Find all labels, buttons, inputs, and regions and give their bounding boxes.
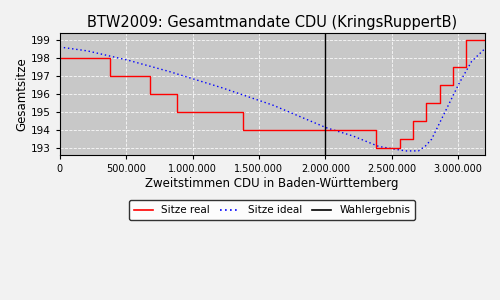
Sitze real (450, 65, 456, 69)
Sitze real (240, 128, 246, 132)
Sitze real (386, 146, 392, 150)
Sitze real (436, 101, 442, 105)
Sitze ideal (402, 149, 408, 153)
Sitze real (410, 137, 416, 141)
Sitze real (397, 137, 403, 141)
Line: Sitze real: Sitze real (60, 40, 485, 148)
Sitze real (254, 128, 260, 132)
Y-axis label: Gesamtsitze: Gesamtsitze (15, 57, 28, 131)
Sitze real (107, 74, 113, 78)
Sitze real (436, 83, 442, 87)
Sitze real (147, 74, 153, 78)
Sitze ideal (200, 80, 206, 84)
Sitze real (147, 92, 153, 96)
Line: Sitze ideal: Sitze ideal (60, 47, 485, 151)
X-axis label: Zweitstimmen CDU in Baden-Württemberg: Zweitstimmen CDU in Baden-Württemberg (146, 177, 399, 190)
Legend: Sitze real, Sitze ideal, Wahlergebnis: Sitze real, Sitze ideal, Wahlergebnis (129, 200, 416, 220)
Sitze ideal (289, 111, 295, 115)
Sitze real (333, 128, 339, 132)
Sitze ideal (56, 45, 62, 49)
Sitze real (463, 65, 469, 69)
Sitze ideal (280, 108, 286, 111)
Sitze ideal (241, 94, 247, 97)
Sitze real (397, 146, 403, 150)
Sitze real (373, 128, 379, 132)
Sitze real (240, 110, 246, 114)
Sitze real (424, 101, 430, 105)
Sitze real (333, 128, 339, 132)
Sitze real (482, 38, 488, 42)
Sitze real (174, 92, 180, 96)
Sitze real (450, 83, 456, 87)
Title: BTW2009: Gesamtmandate CDU (KringsRuppertB): BTW2009: Gesamtmandate CDU (KringsRupper… (87, 15, 458, 30)
Sitze real (174, 110, 180, 114)
Sitze real (463, 38, 469, 42)
Sitze real (424, 119, 430, 123)
Sitze ideal (128, 59, 134, 63)
Sitze ideal (113, 56, 119, 59)
Sitze real (254, 128, 260, 132)
Sitze real (410, 119, 416, 123)
Sitze ideal (482, 47, 488, 51)
Sitze real (386, 146, 392, 150)
Sitze real (200, 110, 206, 114)
Sitze real (373, 146, 379, 150)
Sitze real (56, 56, 62, 60)
Sitze real (200, 110, 206, 114)
Sitze real (107, 56, 113, 60)
